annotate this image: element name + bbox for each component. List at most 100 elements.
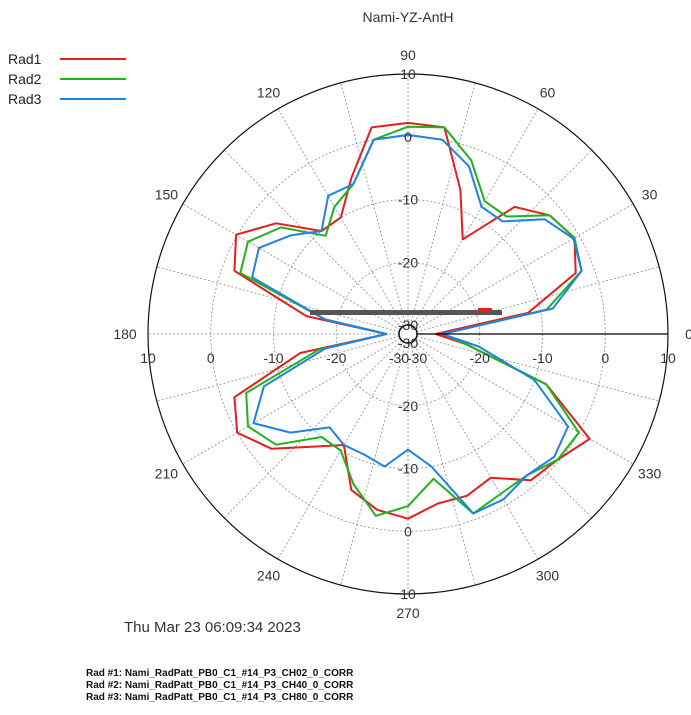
angle-label: 330	[638, 466, 662, 482]
data-point	[280, 226, 282, 228]
legend-item-rad1: Rad1	[8, 49, 126, 69]
pointer-bar	[310, 310, 502, 315]
data-point	[235, 234, 237, 236]
data-point	[575, 272, 577, 274]
data-point	[499, 493, 501, 495]
legend-item-rad2: Rad2	[8, 69, 126, 89]
data-point	[557, 459, 559, 461]
data-point	[371, 126, 373, 128]
grid-spoke	[416, 266, 660, 333]
grid-spoke	[414, 340, 593, 519]
r-tick-label: -30	[389, 350, 409, 366]
file-list: Rad #1: Nami_RadPatt_PB0_C1_#14_P3_CH02_…	[86, 668, 353, 704]
r-tick-label: 10	[400, 66, 416, 82]
data-point	[245, 392, 247, 394]
data-point	[572, 237, 575, 240]
data-point	[407, 449, 409, 451]
r-tick-label: 0	[207, 350, 215, 366]
grid-spoke	[415, 338, 634, 465]
data-point	[305, 315, 307, 317]
grid-spoke	[416, 335, 660, 402]
data-point	[385, 333, 387, 335]
r-tick-label: -30	[398, 335, 418, 351]
data-point	[247, 425, 249, 427]
grid-spoke	[412, 108, 539, 327]
legend-label: Rad1	[8, 51, 42, 67]
data-point	[251, 276, 253, 278]
data-point	[443, 126, 445, 128]
data-point	[324, 318, 326, 320]
data-point	[407, 505, 409, 507]
r-tick-label: -20	[470, 350, 490, 366]
data-point	[233, 396, 235, 398]
data-point	[468, 165, 470, 167]
data-point	[343, 444, 345, 446]
data-point	[318, 349, 320, 351]
data-point	[352, 483, 354, 485]
data-point	[340, 449, 342, 452]
data-point	[480, 206, 483, 208]
data-point	[407, 126, 409, 128]
r-tick-label: -10	[532, 350, 552, 366]
data-point	[373, 139, 375, 141]
data-point	[470, 159, 472, 161]
data-point	[490, 477, 492, 479]
data-point	[247, 241, 249, 243]
angle-label: 270	[396, 605, 420, 621]
r-tick-label: 10	[400, 586, 416, 602]
file-line-3: Rad #3: Nami_RadPatt_PB0_C1_#14_P3_CH80_…	[86, 692, 354, 703]
data-point	[530, 479, 532, 481]
data-point	[333, 206, 336, 208]
grid-spoke	[409, 82, 476, 326]
data-point	[545, 383, 547, 385]
data-point	[363, 453, 365, 456]
grid-spoke	[340, 82, 407, 326]
angle-label: 120	[257, 84, 281, 100]
data-point	[350, 489, 352, 491]
r-tick-label: -20	[398, 398, 418, 414]
angle-label: 0	[685, 326, 691, 342]
data-point	[340, 216, 342, 219]
data-point	[432, 478, 435, 480]
grid-spoke	[223, 149, 402, 328]
data-point	[578, 432, 580, 434]
data-point	[324, 348, 326, 350]
data-point	[375, 515, 377, 517]
data-point	[514, 206, 516, 208]
grid-spoke	[182, 203, 401, 330]
data-point	[441, 139, 443, 141]
data-point	[329, 426, 331, 428]
data-point	[407, 122, 409, 124]
grid-spoke	[340, 342, 407, 586]
data-point	[289, 234, 292, 236]
grid-spoke	[412, 341, 539, 560]
data-point	[533, 379, 536, 381]
data-point	[327, 195, 329, 197]
data-point	[263, 385, 265, 387]
data-point	[407, 134, 409, 136]
data-point	[325, 235, 327, 237]
data-point	[352, 183, 354, 185]
angle-label: 240	[257, 568, 281, 584]
timestamp: Thu Mar 23 06:09:34 2023	[124, 619, 301, 636]
data-point	[459, 189, 461, 191]
legend: Rad1 Rad2 Rad3	[8, 49, 126, 109]
data-point	[553, 456, 555, 458]
grid-spoke	[414, 149, 593, 328]
data-point	[526, 474, 528, 477]
angle-label: 30	[642, 187, 658, 203]
r-tick-label: -30	[407, 350, 427, 366]
data-point	[299, 352, 301, 354]
angle-label: 90	[400, 47, 416, 63]
center-circle	[398, 324, 418, 344]
angle-label: 210	[155, 466, 179, 482]
data-point	[462, 238, 464, 240]
traces	[233, 121, 591, 520]
data-point	[506, 215, 508, 218]
r-tick-label: -20	[398, 254, 418, 270]
data-point	[465, 343, 467, 345]
legend-item-rad3: Rad3	[8, 89, 126, 109]
r-tick-label: -10	[263, 350, 283, 366]
data-point	[275, 222, 277, 224]
data-point	[548, 214, 551, 216]
